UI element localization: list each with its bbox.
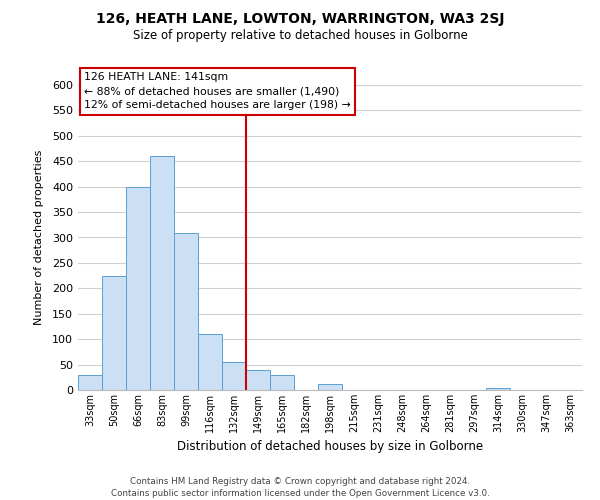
Text: 126, HEATH LANE, LOWTON, WARRINGTON, WA3 2SJ: 126, HEATH LANE, LOWTON, WARRINGTON, WA3… — [96, 12, 504, 26]
Bar — [174, 234, 198, 390]
Bar — [246, 370, 270, 390]
X-axis label: Distribution of detached houses by size in Golborne: Distribution of detached houses by size … — [177, 440, 483, 454]
Bar — [198, 334, 222, 390]
Bar — [78, 375, 102, 390]
Bar — [486, 388, 510, 390]
Text: Contains HM Land Registry data © Crown copyright and database right 2024.
Contai: Contains HM Land Registry data © Crown c… — [110, 476, 490, 498]
Y-axis label: Number of detached properties: Number of detached properties — [34, 150, 44, 325]
Bar — [270, 375, 294, 390]
Bar — [222, 362, 246, 390]
Bar — [102, 276, 126, 390]
Text: 126 HEATH LANE: 141sqm
← 88% of detached houses are smaller (1,490)
12% of semi-: 126 HEATH LANE: 141sqm ← 88% of detached… — [84, 72, 351, 110]
Text: Size of property relative to detached houses in Golborne: Size of property relative to detached ho… — [133, 29, 467, 42]
Bar — [318, 384, 342, 390]
Bar — [150, 156, 174, 390]
Bar — [126, 186, 150, 390]
